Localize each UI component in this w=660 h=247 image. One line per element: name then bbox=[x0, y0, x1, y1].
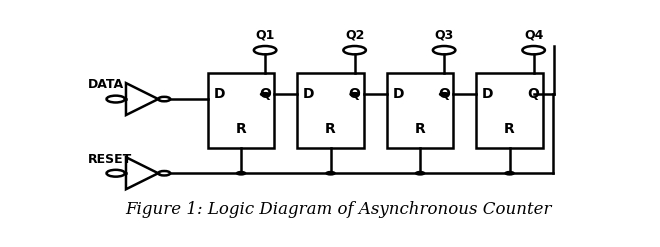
Text: D: D bbox=[303, 87, 314, 101]
Text: DATA: DATA bbox=[88, 79, 123, 91]
Bar bbox=[387, 73, 453, 147]
Bar bbox=[297, 73, 364, 147]
Circle shape bbox=[326, 171, 335, 175]
Circle shape bbox=[440, 93, 449, 96]
Text: Q: Q bbox=[438, 87, 450, 101]
Circle shape bbox=[236, 171, 246, 175]
Text: Figure 1: Logic Diagram of Asynchronous Counter: Figure 1: Logic Diagram of Asynchronous … bbox=[125, 201, 552, 218]
Text: Q1: Q1 bbox=[255, 28, 275, 41]
Text: Q2: Q2 bbox=[345, 28, 364, 41]
Text: R: R bbox=[414, 122, 426, 136]
Text: Q4: Q4 bbox=[524, 28, 543, 41]
Text: D: D bbox=[213, 87, 225, 101]
Text: Q: Q bbox=[259, 87, 271, 101]
Text: Q3: Q3 bbox=[434, 28, 454, 41]
Bar bbox=[477, 73, 543, 147]
Text: R: R bbox=[325, 122, 336, 136]
Bar bbox=[208, 73, 275, 147]
Circle shape bbox=[350, 93, 359, 96]
Text: R: R bbox=[236, 122, 246, 136]
Text: Q: Q bbox=[348, 87, 360, 101]
Circle shape bbox=[261, 93, 270, 96]
Circle shape bbox=[505, 171, 514, 175]
Text: D: D bbox=[392, 87, 404, 101]
Text: Q: Q bbox=[528, 87, 540, 101]
Circle shape bbox=[416, 171, 424, 175]
Text: D: D bbox=[482, 87, 494, 101]
Text: R: R bbox=[504, 122, 515, 136]
Text: RESET: RESET bbox=[88, 153, 132, 166]
